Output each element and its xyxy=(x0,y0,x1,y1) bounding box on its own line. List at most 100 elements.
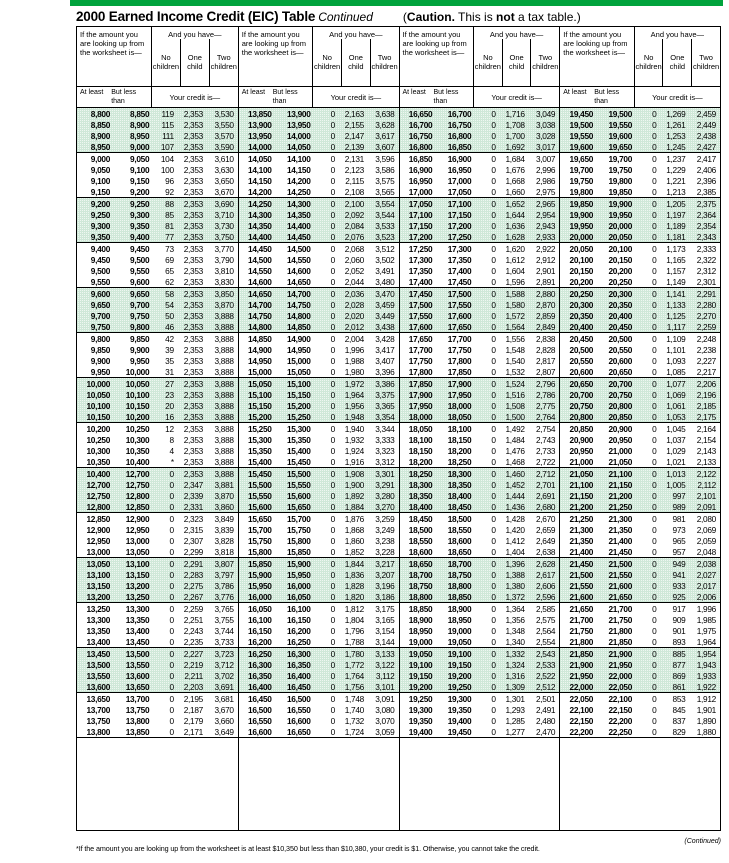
table-row[interactable]: 13,750 13,800 0 2,179 3,660 xyxy=(77,715,238,726)
table-row[interactable]: 17,950 18,000 0 1,508 2,775 xyxy=(400,400,560,411)
table-row[interactable]: 18,650 18,700 0 1,396 2,628 xyxy=(400,558,560,569)
table-row[interactable]: 20,650 20,700 0 1,077 2,206 xyxy=(560,378,720,389)
table-row[interactable]: 16,700 16,750 0 1,708 3,038 xyxy=(400,119,560,130)
table-row[interactable]: 21,450 21,500 0 949 2,038 xyxy=(560,558,720,569)
table-row[interactable]: 20,100 20,150 0 1,165 2,322 xyxy=(560,254,720,265)
table-row[interactable]: 13,450 13,500 0 2,227 3,723 xyxy=(77,648,238,659)
table-row[interactable]: 14,750 14,800 0 2,020 3,449 xyxy=(239,310,399,321)
table-row[interactable]: 18,000 18,050 0 1,500 2,764 xyxy=(400,411,560,422)
table-row[interactable]: 13,600 13,650 0 2,203 3,691 xyxy=(77,681,238,692)
table-row[interactable]: 20,050 20,100 0 1,173 2,333 xyxy=(560,243,720,254)
table-row[interactable]: 10,350 10,400 * 2,353 3,888 xyxy=(77,456,238,467)
table-row[interactable]: 21,800 21,850 0 893 1,964 xyxy=(560,636,720,647)
table-row[interactable]: 13,550 13,600 0 2,211 3,702 xyxy=(77,670,238,681)
table-row[interactable]: 19,350 19,400 0 1,285 2,480 xyxy=(400,715,560,726)
table-row[interactable]: 14,800 14,850 0 2,012 3,438 xyxy=(239,321,399,332)
table-row[interactable]: 9,450 9,500 69 2,353 3,790 xyxy=(77,254,238,265)
table-row[interactable]: 14,200 14,250 0 2,108 3,565 xyxy=(239,186,399,197)
table-row[interactable]: 13,850 13,900 0 2,163 3,638 xyxy=(239,108,399,119)
table-row[interactable]: 9,000 9,050 104 2,353 3,610 xyxy=(77,153,238,164)
table-row[interactable]: 16,000 16,050 0 1,820 3,186 xyxy=(239,591,399,602)
table-row[interactable]: 17,800 17,850 0 1,532 2,807 xyxy=(400,366,560,377)
table-row[interactable]: 20,000 20,050 0 1,181 2,343 xyxy=(560,231,720,242)
table-row[interactable]: 18,800 18,850 0 1,372 2,596 xyxy=(400,591,560,602)
table-row[interactable]: 19,950 20,000 0 1,189 2,354 xyxy=(560,220,720,231)
table-row[interactable]: 12,950 13,000 0 2,307 3,828 xyxy=(77,535,238,546)
table-row[interactable]: 21,100 21,150 0 1,005 2,112 xyxy=(560,479,720,490)
table-row[interactable]: 9,400 9,450 73 2,353 3,770 xyxy=(77,243,238,254)
table-row[interactable]: 22,200 22,250 0 829 1,880 xyxy=(560,726,720,737)
table-row[interactable]: 10,300 10,350 4 2,353 3,888 xyxy=(77,445,238,456)
table-row[interactable]: 14,000 14,050 0 2,139 3,607 xyxy=(239,141,399,152)
table-row[interactable]: 17,550 17,600 0 1,572 2,859 xyxy=(400,310,560,321)
table-row[interactable]: 20,200 20,250 0 1,149 2,301 xyxy=(560,276,720,287)
table-row[interactable]: 17,050 17,100 0 1,652 2,965 xyxy=(400,198,560,209)
table-row[interactable]: 17,600 17,650 0 1,564 2,849 xyxy=(400,321,560,332)
table-row[interactable]: 13,950 14,000 0 2,147 3,617 xyxy=(239,130,399,141)
table-row[interactable]: 17,150 17,200 0 1,636 2,943 xyxy=(400,220,560,231)
table-row[interactable]: 19,450 19,500 0 1,269 2,459 xyxy=(560,108,720,119)
table-row[interactable]: 15,300 15,350 0 1,932 3,333 xyxy=(239,434,399,445)
table-row[interactable]: 12,750 12,800 0 2,339 3,870 xyxy=(77,490,238,501)
table-row[interactable]: 20,450 20,500 0 1,109 2,248 xyxy=(560,333,720,344)
table-row[interactable]: 21,000 21,050 0 1,021 2,133 xyxy=(560,456,720,467)
table-row[interactable]: 18,250 18,300 0 1,460 2,712 xyxy=(400,468,560,479)
table-row[interactable]: 8,850 8,900 115 2,353 3,550 xyxy=(77,119,238,130)
table-row[interactable]: 15,200 15,250 0 1,948 3,354 xyxy=(239,411,399,422)
table-row[interactable]: 22,050 22,100 0 853 1,912 xyxy=(560,693,720,704)
table-row[interactable]: 15,150 15,200 0 1,956 3,365 xyxy=(239,400,399,411)
table-row[interactable]: 18,050 18,100 0 1,492 2,754 xyxy=(400,423,560,434)
table-row[interactable]: 9,250 9,300 85 2,353 3,710 xyxy=(77,209,238,220)
table-row[interactable]: 14,150 14,200 0 2,115 3,575 xyxy=(239,175,399,186)
table-row[interactable]: 19,650 19,700 0 1,237 2,417 xyxy=(560,153,720,164)
table-row[interactable]: 8,950 9,000 107 2,353 3,590 xyxy=(77,141,238,152)
table-row[interactable]: 13,000 13,050 0 2,299 3,818 xyxy=(77,546,238,557)
table-row[interactable]: 13,150 13,200 0 2,275 3,786 xyxy=(77,580,238,591)
table-row[interactable]: 21,150 21,200 0 997 2,101 xyxy=(560,490,720,501)
table-row[interactable]: 18,150 18,200 0 1,476 2,733 xyxy=(400,445,560,456)
table-row[interactable]: 9,850 9,900 39 2,353 3,888 xyxy=(77,344,238,355)
table-row[interactable]: 21,350 21,400 0 965 2,059 xyxy=(560,535,720,546)
table-row[interactable]: 22,000 22,050 0 861 1,922 xyxy=(560,681,720,692)
table-row[interactable]: 22,100 22,150 0 845 1,901 xyxy=(560,704,720,715)
table-row[interactable]: 16,250 16,300 0 1,780 3,133 xyxy=(239,648,399,659)
table-row[interactable]: 19,700 19,750 0 1,229 2,406 xyxy=(560,164,720,175)
table-row[interactable]: 13,700 13,750 0 2,187 3,670 xyxy=(77,704,238,715)
table-row[interactable]: 21,750 21,800 0 901 1,975 xyxy=(560,625,720,636)
table-row[interactable]: 20,950 21,000 0 1,029 2,143 xyxy=(560,445,720,456)
table-row[interactable]: 9,500 9,550 65 2,353 3,810 xyxy=(77,265,238,276)
table-row[interactable]: 14,100 14,150 0 2,123 3,586 xyxy=(239,164,399,175)
table-row[interactable]: 19,100 19,150 0 1,324 2,533 xyxy=(400,659,560,670)
table-row[interactable]: 19,150 19,200 0 1,316 2,522 xyxy=(400,670,560,681)
table-row[interactable]: 21,050 21,100 0 1,013 2,122 xyxy=(560,468,720,479)
table-row[interactable]: 20,150 20,200 0 1,157 2,312 xyxy=(560,265,720,276)
table-row[interactable]: 17,350 17,400 0 1,604 2,901 xyxy=(400,265,560,276)
table-row[interactable]: 18,100 18,150 0 1,484 2,743 xyxy=(400,434,560,445)
table-row[interactable]: 13,650 13,700 0 2,195 3,681 xyxy=(77,693,238,704)
table-row[interactable]: 19,250 19,300 0 1,301 2,501 xyxy=(400,693,560,704)
table-row[interactable]: 17,700 17,750 0 1,548 2,828 xyxy=(400,344,560,355)
table-row[interactable]: 22,150 22,200 0 837 1,890 xyxy=(560,715,720,726)
table-row[interactable]: 17,500 17,550 0 1,580 2,870 xyxy=(400,299,560,310)
table-row[interactable]: 17,300 17,350 0 1,612 2,912 xyxy=(400,254,560,265)
table-row[interactable]: 17,250 17,300 0 1,620 2,922 xyxy=(400,243,560,254)
table-row[interactable]: 15,750 15,800 0 1,860 3,238 xyxy=(239,535,399,546)
table-row[interactable]: 15,950 16,000 0 1,828 3,196 xyxy=(239,580,399,591)
table-row[interactable]: 18,550 18,600 0 1,412 2,649 xyxy=(400,535,560,546)
table-row[interactable]: 17,000 17,050 0 1,660 2,975 xyxy=(400,186,560,197)
table-row[interactable]: 14,600 14,650 0 2,044 3,480 xyxy=(239,276,399,287)
table-row[interactable]: 21,500 21,550 0 941 2,027 xyxy=(560,569,720,580)
table-row[interactable]: 18,300 18,350 0 1,452 2,701 xyxy=(400,479,560,490)
table-row[interactable]: 16,800 16,850 0 1,692 3,017 xyxy=(400,141,560,152)
table-row[interactable]: 19,000 19,050 0 1,340 2,554 xyxy=(400,636,560,647)
table-row[interactable]: 15,650 15,700 0 1,876 3,259 xyxy=(239,513,399,524)
table-row[interactable]: 14,550 14,600 0 2,052 3,491 xyxy=(239,265,399,276)
table-row[interactable]: 13,400 13,450 0 2,235 3,733 xyxy=(77,636,238,647)
table-row[interactable]: 15,700 15,750 0 1,868 3,249 xyxy=(239,524,399,535)
table-row[interactable]: 20,700 20,750 0 1,069 2,196 xyxy=(560,389,720,400)
table-row[interactable]: 17,200 17,250 0 1,628 2,933 xyxy=(400,231,560,242)
table-row[interactable]: 15,900 15,950 0 1,836 3,207 xyxy=(239,569,399,580)
table-row[interactable]: 8,800 8,850 119 2,353 3,530 xyxy=(77,108,238,119)
table-row[interactable]: 15,350 15,400 0 1,924 3,323 xyxy=(239,445,399,456)
table-row[interactable]: 10,400 12,700 0 2,353 3,888 xyxy=(77,468,238,479)
